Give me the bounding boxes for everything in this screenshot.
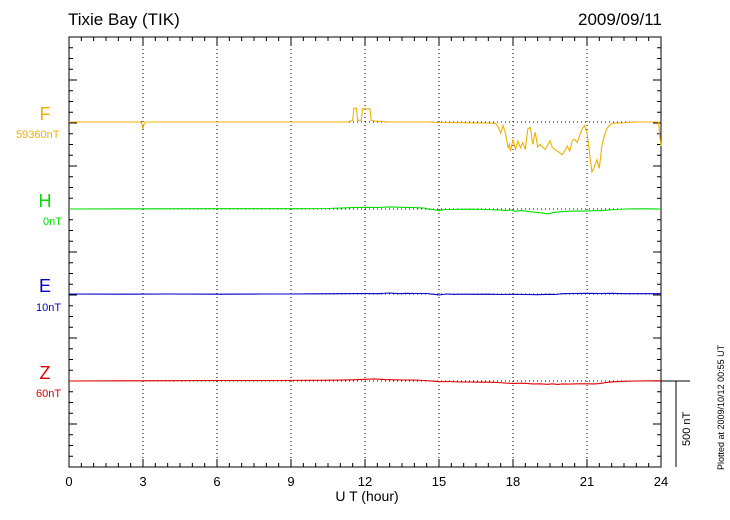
station-title: Tixie Bay (TIK) <box>68 10 180 29</box>
series-baseline-e: 10nT <box>36 302 62 314</box>
x-tick-label-12: 12 <box>358 474 372 489</box>
scale-bar-label: 500 nT <box>681 411 693 446</box>
x-tick-label-15: 15 <box>432 474 446 489</box>
series-z-line <box>68 378 661 385</box>
series-label-z: Z <box>39 363 51 383</box>
series-f-line <box>69 107 662 174</box>
series-baseline-f: 59360nT <box>16 129 60 141</box>
series-e-line <box>68 292 661 296</box>
x-axis-label: U T (hour) <box>335 488 398 504</box>
date-label: 2009/09/11 <box>578 10 662 29</box>
plotted-timestamp: Plotted at 2009/10/12 00:55 UT <box>716 344 726 470</box>
x-tick-label-9: 9 <box>287 474 294 489</box>
x-tick-label-24: 24 <box>654 474 668 489</box>
series-baseline-h: 0nT <box>43 216 62 228</box>
series-group <box>68 107 662 385</box>
series-h-line <box>68 206 662 215</box>
x-tick-label-3: 3 <box>139 474 146 489</box>
x-tick-label-18: 18 <box>506 474 520 489</box>
x-tick-label-0: 0 <box>65 474 72 489</box>
grid-lines <box>69 37 661 467</box>
x-tick-label-6: 6 <box>213 474 220 489</box>
x-tick-labels: 0 3 6 9 12 15 18 21 24 <box>65 474 668 489</box>
series-baseline-z: 60nT <box>36 388 62 400</box>
scale-bar <box>661 380 690 467</box>
series-label-e: E <box>38 276 51 296</box>
x-tick-label-21: 21 <box>580 474 594 489</box>
series-label-f: F <box>39 104 51 124</box>
series-label-h: H <box>38 191 52 211</box>
